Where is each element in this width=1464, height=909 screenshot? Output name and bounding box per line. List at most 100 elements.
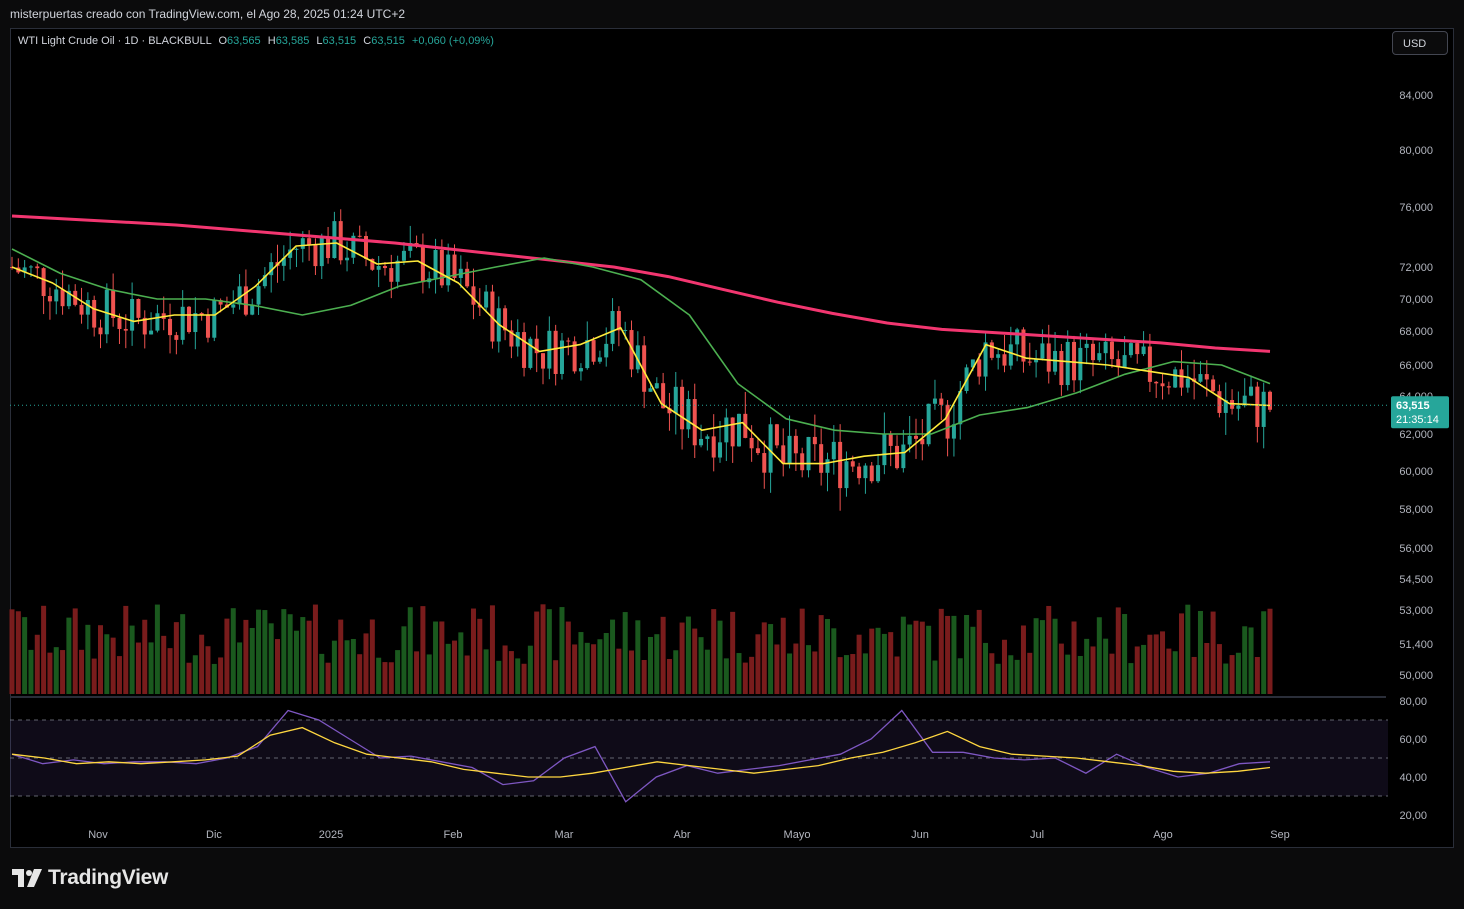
volume-bar — [338, 619, 344, 694]
volume-bar — [22, 617, 28, 694]
volume-bar — [199, 634, 205, 694]
volume-bar — [1033, 618, 1039, 694]
volume-bar — [350, 638, 356, 694]
volume-bar — [1204, 643, 1210, 694]
volume-bar — [578, 632, 584, 694]
candle-body — [1204, 374, 1209, 380]
volume-bar — [382, 662, 388, 694]
price-tick-label: 80,000 — [1399, 145, 1433, 157]
volume-bar — [749, 656, 755, 694]
candle-body — [231, 304, 236, 308]
volume-bar — [1153, 634, 1159, 694]
candle-body — [503, 308, 508, 331]
volume-bar — [275, 639, 281, 694]
volume-bar — [527, 645, 533, 694]
volume-bar — [1197, 610, 1203, 694]
candle-body — [515, 332, 520, 347]
volume-bar — [660, 616, 666, 694]
candle-body — [60, 289, 65, 307]
volume-bar — [34, 634, 40, 694]
volume-bar — [9, 609, 15, 694]
candle-body — [882, 434, 887, 466]
candle-body — [471, 286, 476, 305]
volume-bar — [483, 649, 489, 694]
candle-body — [465, 268, 470, 287]
candle-body — [338, 221, 343, 261]
volume-bar — [685, 616, 691, 694]
candle-body — [1103, 341, 1108, 354]
volume-bar — [881, 633, 887, 694]
tradingview-logo[interactable]: TradingView — [12, 866, 168, 890]
volume-bar — [938, 608, 944, 694]
time-axis-label: Feb — [444, 829, 463, 841]
volume-bar — [1090, 646, 1096, 694]
candle-body — [1090, 343, 1095, 361]
candle-body — [452, 254, 457, 278]
volume-bar — [862, 653, 868, 694]
rsi-ma-line — [11, 726, 1271, 778]
volume-bar — [85, 624, 91, 694]
volume-bar — [1185, 604, 1191, 694]
volume-bar — [692, 628, 698, 694]
candle-body — [623, 330, 628, 332]
caption-bar: misterpuertas creado con TradingView.com… — [0, 0, 1464, 28]
volume-bar — [957, 658, 963, 694]
volume-bar — [875, 627, 881, 694]
sma-50-line — [11, 248, 1271, 435]
candle-body — [1040, 343, 1045, 359]
candle-body — [819, 444, 824, 473]
volume-bar — [831, 628, 837, 694]
candle-body — [117, 318, 122, 329]
volume-bar — [363, 633, 369, 694]
candle-body — [920, 438, 925, 445]
volume-bar — [812, 651, 818, 694]
rsi-line — [11, 709, 1271, 803]
symbol-name: WTI Light Crude Oil · 1D · BLACKBULL — [18, 35, 212, 47]
volume-bar — [736, 653, 742, 694]
candle-body — [98, 327, 103, 335]
candle-body — [300, 238, 305, 249]
volume-bar — [945, 615, 951, 694]
volume-bar — [426, 654, 432, 694]
volume-bar — [192, 655, 198, 694]
candle-body — [686, 399, 691, 430]
volume-bar — [856, 634, 862, 694]
candle-body — [130, 299, 135, 331]
candle-body — [1034, 358, 1039, 363]
high-value: 63,585 — [275, 35, 310, 47]
volume-bar — [287, 614, 293, 694]
volume-bar — [205, 646, 211, 694]
volume-bar — [1235, 652, 1241, 694]
candle-body — [142, 317, 147, 335]
candle-body — [364, 236, 369, 259]
volume-bar — [1008, 655, 1014, 694]
candle-body — [395, 260, 400, 282]
last-price-badge — [1391, 396, 1449, 429]
volume-bar — [900, 616, 906, 694]
candle-body — [218, 300, 223, 305]
volume-bar — [1115, 607, 1121, 694]
volume-bar — [293, 630, 299, 694]
candle-body — [509, 330, 514, 347]
candle-body — [79, 304, 84, 315]
volume-bar — [496, 660, 502, 694]
candle-body — [1166, 386, 1171, 388]
candle-body — [895, 445, 900, 469]
volume-bar — [1178, 613, 1184, 694]
volume-bar — [951, 615, 957, 694]
candle-body — [654, 383, 659, 389]
volume-bar — [262, 610, 268, 694]
candle-body — [534, 338, 539, 354]
volume-bar — [1096, 617, 1102, 694]
candle-body — [578, 368, 583, 372]
price-tick-label: 68,000 — [1399, 326, 1433, 338]
time-axis-label: Nov — [88, 829, 108, 841]
volume-bar — [976, 609, 982, 694]
volume-bar — [635, 620, 641, 694]
volume-bar — [1014, 659, 1020, 694]
volume-bar — [53, 647, 59, 694]
volume-bar — [970, 626, 976, 694]
volume-bar — [154, 604, 160, 694]
currency-button[interactable]: USD — [1392, 31, 1448, 55]
